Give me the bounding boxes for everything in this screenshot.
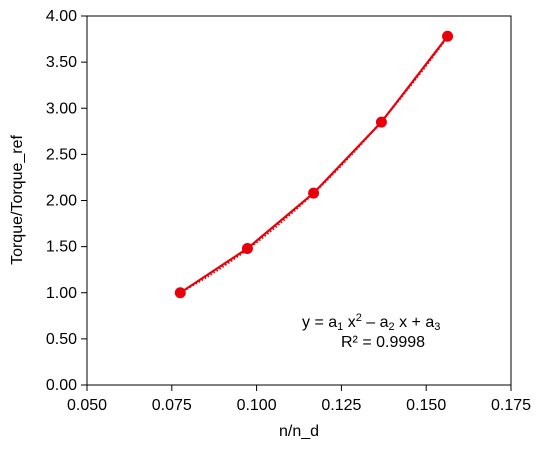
x-tick-label: 0.100	[237, 397, 277, 414]
y-axis-ticks: 0.00 0.50 1.00 1.50 2.00 2.50 3.00 3.50 4.00	[46, 8, 87, 394]
data-point	[241, 242, 253, 254]
eq-sub-3: 3	[434, 321, 440, 333]
trendline	[179, 36, 449, 294]
y-tick-label: 4.00	[46, 8, 77, 25]
x-axis-title: n/n_d	[279, 423, 319, 440]
eq-x1: x	[343, 314, 355, 331]
eq-sub-2: 2	[389, 321, 395, 333]
eq-sub-1: 1	[337, 321, 343, 333]
y-tick-label: 0.50	[46, 331, 77, 348]
y-tick-label: 3.00	[46, 100, 77, 117]
eq-sup: 2	[356, 312, 362, 324]
y-tick-label: 2.50	[46, 146, 77, 163]
y-axis-title: Torque/Torque_ref	[9, 135, 26, 265]
x-axis-ticks: 0.050 0.075 0.100 0.125 0.150 0.175	[67, 385, 531, 414]
series-layer	[174, 30, 454, 299]
y-tick-label: 0.00	[46, 377, 77, 394]
x-tick-label: 0.175	[491, 397, 531, 414]
x-tick-label: 0.050	[67, 397, 107, 414]
x-tick-label: 0.075	[152, 397, 192, 414]
eq-x2: x + a	[395, 314, 435, 331]
data-point	[308, 187, 320, 199]
x-tick-label: 0.150	[406, 397, 446, 414]
r-squared-label: R² = 0.9998	[341, 334, 425, 351]
eq-lead: y = a	[302, 314, 337, 331]
y-tick-label: 3.50	[46, 54, 77, 71]
data-point	[375, 116, 387, 128]
series-line	[179, 35, 449, 294]
trendline-equation: y = a1 x2 – a2 x + a3	[302, 312, 440, 333]
y-tick-label: 1.00	[46, 285, 77, 302]
y-tick-label: 2.00	[46, 193, 77, 210]
plot-area	[86, 15, 512, 386]
eq-minus: – a	[362, 314, 389, 331]
data-point	[174, 287, 186, 299]
data-point	[442, 30, 454, 42]
x-tick-label: 0.125	[321, 397, 361, 414]
y-tick-label: 1.50	[46, 239, 77, 256]
plot-border	[86, 15, 512, 386]
